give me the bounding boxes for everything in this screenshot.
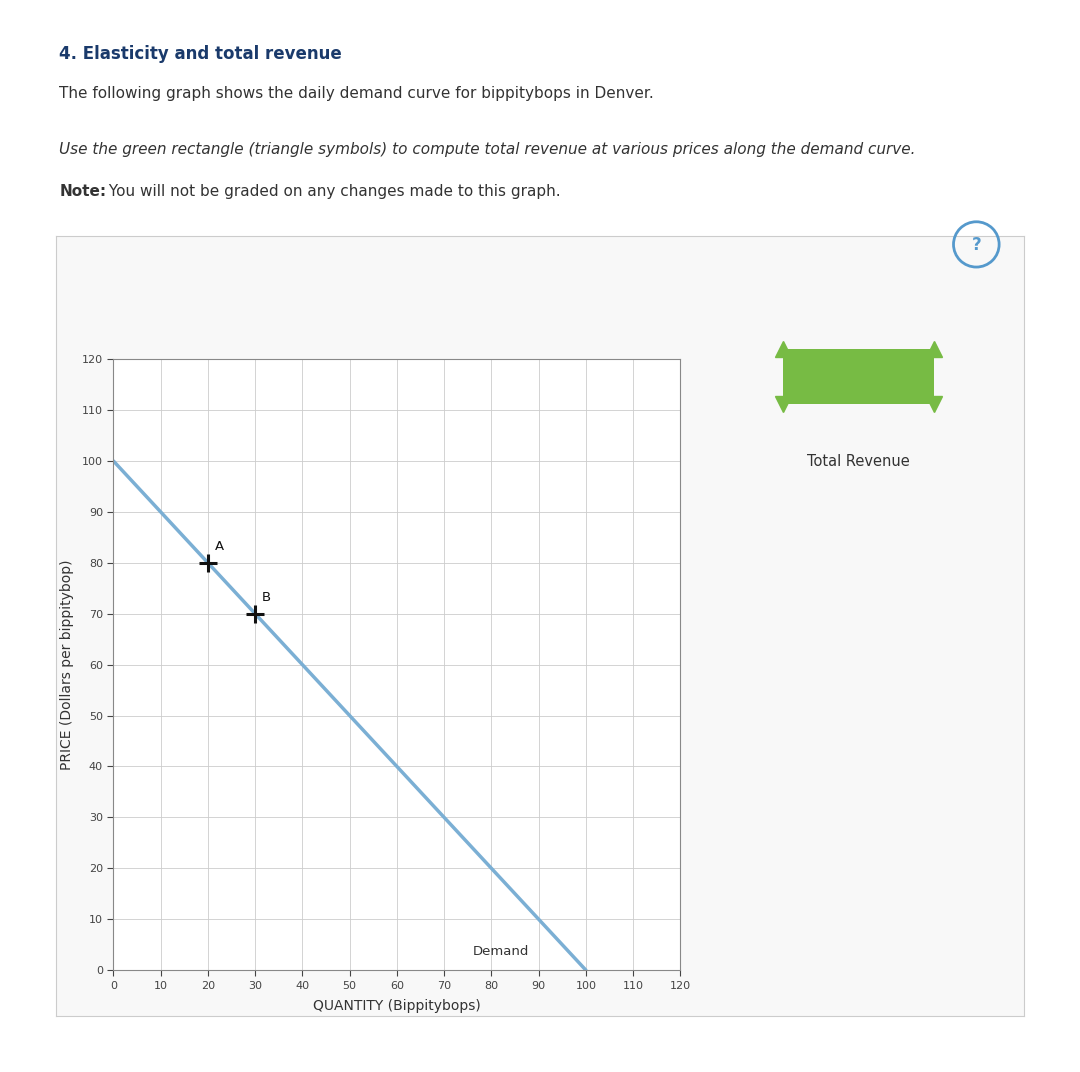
Text: The following graph shows the daily demand curve for bippitybops in Denver.: The following graph shows the daily dema… [59, 86, 654, 101]
X-axis label: QUANTITY (Bippitybops): QUANTITY (Bippitybops) [313, 999, 481, 1013]
Y-axis label: PRICE (Dollars per bippitybop): PRICE (Dollars per bippitybop) [59, 560, 73, 770]
Text: Demand: Demand [472, 944, 529, 958]
Text: B: B [262, 591, 271, 604]
Text: Note:: Note: [59, 184, 107, 199]
Text: A: A [215, 540, 225, 553]
Text: Total Revenue: Total Revenue [807, 453, 910, 468]
Text: Use the green rectangle (triangle symbols) to compute total revenue at various p: Use the green rectangle (triangle symbol… [59, 142, 916, 157]
Text: ?: ? [971, 237, 982, 254]
Text: You will not be graded on any changes made to this graph.: You will not be graded on any changes ma… [104, 184, 561, 199]
Text: 4. Elasticity and total revenue: 4. Elasticity and total revenue [59, 45, 342, 63]
Bar [783, 349, 934, 403]
